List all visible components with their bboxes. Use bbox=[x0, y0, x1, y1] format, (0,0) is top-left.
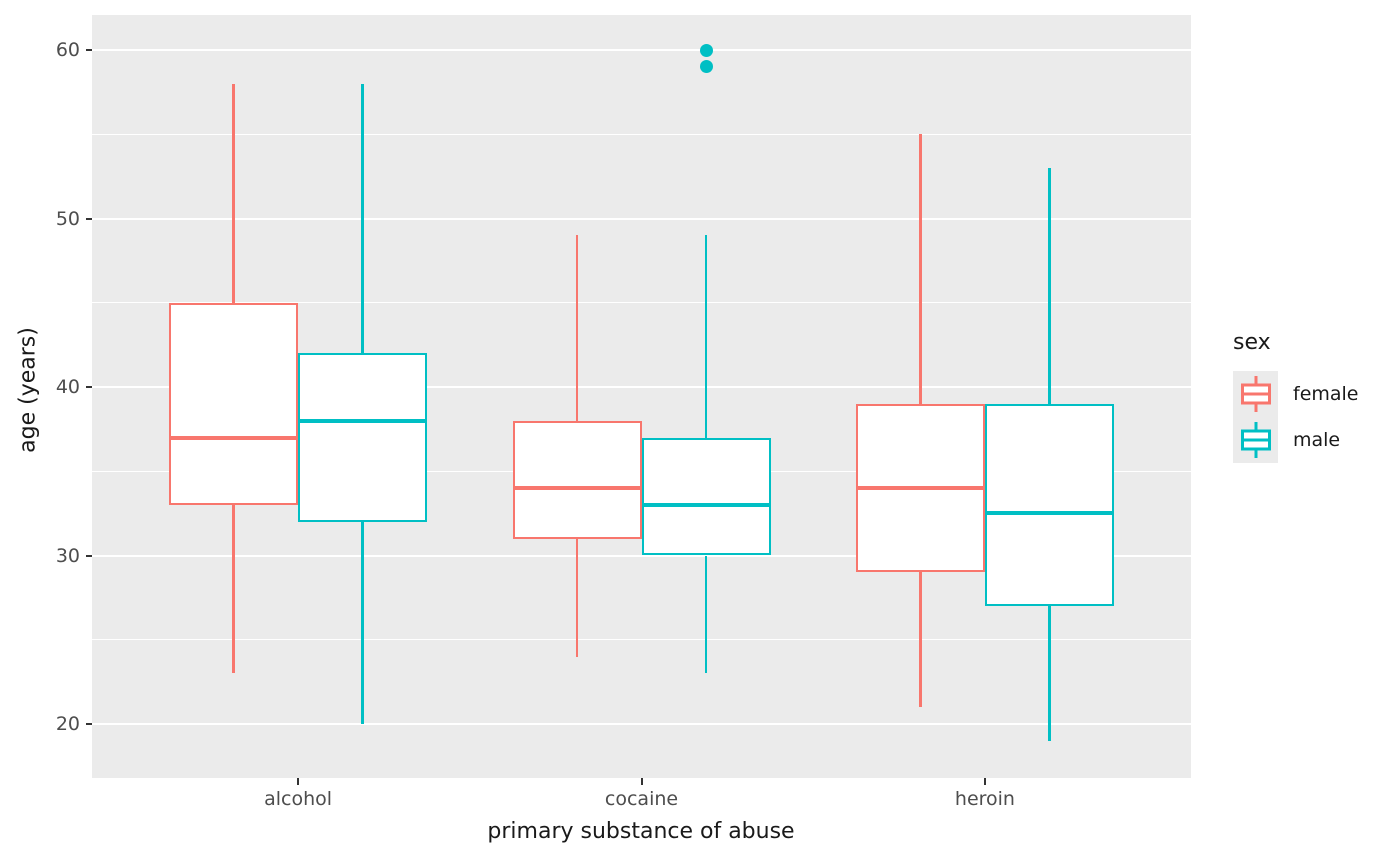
boxplot-male-heroin-box bbox=[984, 403, 1114, 607]
legend-entry-male: male bbox=[1233, 417, 1359, 463]
y-axis-title: age (years) bbox=[15, 327, 41, 453]
x-tick-mark bbox=[297, 778, 300, 785]
boxplot-key-icon bbox=[1233, 417, 1278, 463]
y-tick-label: 30 bbox=[55, 544, 80, 567]
boxplot-male-cocaine-outlier bbox=[699, 43, 713, 57]
y-tick-mark bbox=[86, 723, 92, 725]
boxplot-male-heroin-upper-whisker bbox=[1048, 167, 1051, 404]
y-tick-label: 40 bbox=[55, 376, 80, 398]
boxplot-female-heroin-median bbox=[855, 486, 985, 491]
boxplot-male-cocaine-median bbox=[641, 502, 771, 507]
boxplot-male-alcohol-upper-whisker bbox=[361, 83, 364, 354]
boxplot-female-heroin-upper-whisker bbox=[919, 134, 922, 404]
boxplot-female-alcohol-lower-whisker bbox=[232, 504, 235, 674]
x-tick-label-alcohol: alcohol bbox=[264, 788, 333, 810]
gridline-minor bbox=[92, 302, 1191, 304]
legend-entry-female: female bbox=[1233, 371, 1359, 417]
boxplot-female-alcohol-box bbox=[169, 302, 299, 505]
boxplot-female-alcohol-upper-whisker bbox=[232, 83, 235, 303]
boxplot-female-alcohol-median bbox=[169, 435, 299, 440]
gridline-major bbox=[92, 386, 1191, 388]
y-tick-mark bbox=[86, 217, 92, 220]
y-tick-label: 50 bbox=[55, 207, 80, 230]
key-median bbox=[1243, 392, 1268, 396]
gridline-minor bbox=[92, 133, 1191, 135]
gridline-major bbox=[92, 554, 1191, 557]
plot-panel bbox=[92, 15, 1191, 778]
gridline-minor bbox=[92, 639, 1191, 641]
boxplot-key-icon bbox=[1233, 371, 1278, 417]
gridline-major bbox=[92, 217, 1191, 220]
boxplot-male-heroin-median bbox=[984, 511, 1114, 516]
boxplot-male-cocaine-box bbox=[641, 437, 771, 556]
legend-label-male: male bbox=[1293, 429, 1341, 451]
x-tick-label-cocaine: cocaine bbox=[604, 788, 679, 810]
key-median bbox=[1243, 438, 1268, 442]
y-tick-mark bbox=[86, 49, 92, 51]
boxplot-male-alcohol-box bbox=[298, 353, 428, 522]
boxplot-female-cocaine-lower-whisker bbox=[575, 538, 579, 657]
y-tick-mark bbox=[86, 386, 92, 388]
x-tick-mark bbox=[640, 778, 643, 785]
boxplot-female-cocaine-median bbox=[512, 486, 642, 491]
boxplot-male-cocaine-outlier bbox=[699, 60, 713, 74]
boxplot-male-cocaine-lower-whisker bbox=[704, 555, 708, 674]
boxplot-female-heroin-lower-whisker bbox=[919, 572, 922, 708]
boxplot-male-cocaine-upper-whisker bbox=[704, 235, 708, 438]
legend-label-female: female bbox=[1293, 383, 1359, 405]
gridline-major bbox=[92, 49, 1191, 51]
boxplot-male-heroin-lower-whisker bbox=[1048, 606, 1051, 741]
boxplot-male-alcohol-lower-whisker bbox=[361, 521, 364, 724]
legend-title: sex bbox=[1233, 330, 1271, 355]
legend: sex female male bbox=[1233, 330, 1359, 463]
x-tick-mark bbox=[983, 778, 986, 785]
boxplot-male-alcohol-median bbox=[298, 418, 428, 423]
x-axis-title: primary substance of abuse bbox=[487, 819, 795, 844]
x-tick-label-heroin: heroin bbox=[954, 788, 1015, 810]
boxplot-female-cocaine-upper-whisker bbox=[575, 235, 579, 421]
gridline-major bbox=[92, 723, 1191, 725]
y-tick-label: 60 bbox=[55, 39, 80, 61]
y-tick-mark bbox=[86, 554, 92, 557]
boxplot-female-cocaine-box bbox=[512, 420, 642, 539]
y-tick-label: 20 bbox=[55, 713, 80, 735]
